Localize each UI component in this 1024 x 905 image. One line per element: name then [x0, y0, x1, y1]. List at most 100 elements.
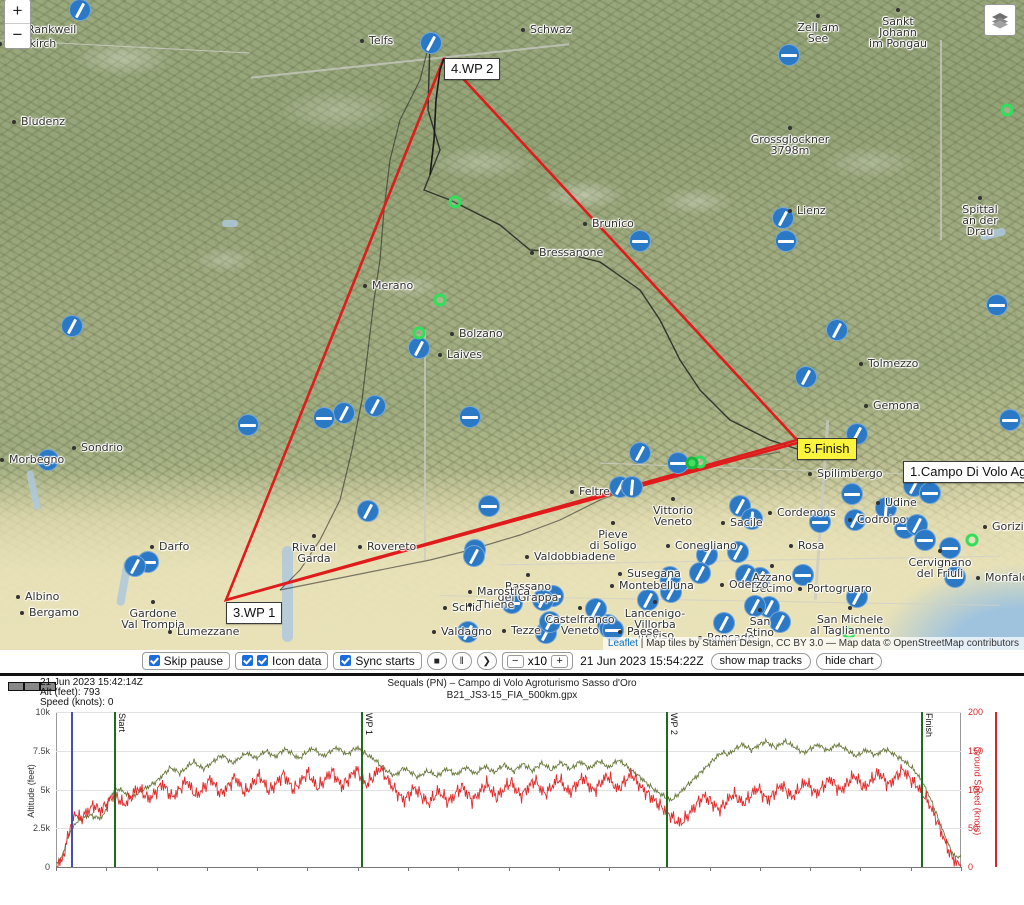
map-panel[interactable]: Rankweil Feldkirch Bludenz Telfs Schwaz Zell …: [0, 0, 1024, 650]
airspace-marker[interactable]: [792, 564, 814, 586]
layers-button[interactable]: [984, 4, 1016, 36]
airspace-marker[interactable]: [602, 619, 624, 641]
icon-data-toggle[interactable]: Icon data: [235, 652, 329, 670]
airspace-marker[interactable]: [744, 595, 766, 617]
airfield-marker[interactable]: [965, 533, 979, 547]
airspace-marker[interactable]: [775, 230, 797, 252]
airfield-marker[interactable]: [412, 326, 426, 340]
airspace-marker[interactable]: [463, 545, 485, 567]
airfield-marker[interactable]: [433, 293, 447, 307]
airspace-marker[interactable]: [501, 592, 523, 614]
airspace-marker[interactable]: [986, 294, 1008, 316]
speed-decrease-button[interactable]: −: [506, 654, 524, 668]
chart-plot-area[interactable]: 0 2.5k 5k 7.5k 10k 0 50 100 150 200 Start WP 1 WP …: [33, 707, 983, 872]
airspace-marker[interactable]: [408, 337, 430, 359]
waypoint-wp2[interactable]: 4.WP 2: [444, 58, 501, 80]
airspace-marker[interactable]: [621, 476, 643, 498]
airspace-marker[interactable]: [689, 562, 711, 584]
airspace-marker[interactable]: [660, 581, 682, 603]
chart-marker-wp-1: WP 1: [360, 712, 374, 867]
airspace-marker[interactable]: [629, 442, 651, 464]
airfield-marker[interactable]: [685, 456, 699, 470]
airfield-marker[interactable]: [1000, 103, 1014, 117]
airspace-marker[interactable]: [667, 452, 689, 474]
airspace-marker[interactable]: [357, 500, 379, 522]
airspace-marker[interactable]: [457, 621, 479, 643]
airspace-marker[interactable]: [826, 319, 848, 341]
city-dot: [358, 545, 362, 549]
airspace-marker[interactable]: [919, 482, 941, 504]
city-label: Lancenigo- Villorba Treviso: [624, 607, 686, 642]
airspace-marker[interactable]: [420, 32, 442, 54]
speed-increase-button[interactable]: +: [551, 654, 569, 668]
city-dot: [859, 362, 863, 366]
stop-button[interactable]: ■: [426, 652, 447, 670]
city-dot: [468, 603, 472, 607]
airspace-marker[interactable]: [696, 544, 718, 566]
city-dot: [578, 606, 582, 610]
airspace-marker[interactable]: [844, 509, 866, 531]
waypoint-finish[interactable]: 5.Finish: [797, 438, 857, 460]
airspace-marker[interactable]: [124, 555, 146, 577]
airspace-marker[interactable]: [333, 402, 355, 424]
airspace-marker[interactable]: [237, 414, 259, 436]
playback-control-bar[interactable]: Skip pause Icon data Sync starts ■ ‖ ❯ −…: [0, 650, 1024, 673]
airspace-marker[interactable]: [795, 366, 817, 388]
airspace-marker[interactable]: [478, 495, 500, 517]
x-tick: [709, 867, 711, 871]
waypoint-start[interactable]: 1.Campo Di Volo Agroturismo Sasso D'Oro: [903, 461, 1024, 483]
airspace-marker[interactable]: [459, 406, 481, 428]
waypoint-wp1[interactable]: 3.WP 1: [226, 602, 283, 624]
city-label: Cervignano del Friuli: [908, 556, 972, 580]
airspace-marker[interactable]: [999, 409, 1021, 431]
airspace-marker[interactable]: [37, 449, 59, 471]
airspace-marker[interactable]: [637, 589, 659, 611]
speed-stepper[interactable]: − x10 +: [501, 652, 574, 670]
show-map-tracks-button[interactable]: show map tracks: [710, 652, 812, 670]
glider-color-swatch: [8, 682, 56, 691]
airspace-marker[interactable]: [735, 564, 757, 586]
play-button[interactable]: ❯: [476, 652, 497, 670]
skip-pause-checkbox[interactable]: [148, 655, 160, 666]
airspace-marker[interactable]: [741, 508, 763, 530]
airspace-marker[interactable]: [778, 44, 800, 66]
airspace-marker[interactable]: [914, 529, 936, 551]
city-dot: [0, 42, 2, 46]
hide-chart-button[interactable]: hide chart: [816, 652, 883, 670]
zoom-out-button[interactable]: −: [5, 24, 30, 48]
zoom-in-button[interactable]: +: [5, 0, 30, 24]
airspace-marker[interactable]: [69, 0, 91, 21]
pause-button[interactable]: ‖: [451, 652, 472, 670]
airspace-marker[interactable]: [629, 230, 651, 252]
airspace-marker[interactable]: [841, 483, 863, 505]
airspace-marker[interactable]: [713, 612, 735, 634]
airspace-marker[interactable]: [769, 611, 791, 633]
airspace-marker[interactable]: [727, 541, 749, 563]
airfield-marker[interactable]: [448, 195, 462, 209]
airspace-marker[interactable]: [875, 497, 897, 519]
airspace-marker[interactable]: [61, 315, 83, 337]
airspace-marker[interactable]: [532, 589, 554, 611]
leaflet-link[interactable]: Leaflet: [607, 638, 638, 649]
airspace-marker[interactable]: [364, 395, 386, 417]
data-checkbox[interactable]: [257, 655, 268, 666]
city-dot: [12, 120, 16, 124]
airspace-marker[interactable]: [809, 511, 831, 533]
sync-starts-checkbox[interactable]: [340, 655, 352, 666]
lake-garda: [282, 546, 293, 642]
zoom-control[interactable]: + −: [4, 0, 31, 49]
city-dot: [521, 28, 525, 32]
playback-timestamp: 21 Jun 2023 15:54:22Z: [580, 654, 704, 668]
airspace-marker[interactable]: [846, 586, 868, 608]
airspace-marker[interactable]: [944, 566, 966, 588]
skip-pause-toggle[interactable]: Skip pause: [141, 652, 230, 670]
airspace-marker[interactable]: [939, 537, 961, 559]
airspace-marker[interactable]: [539, 611, 561, 633]
airspace-marker[interactable]: [585, 598, 607, 620]
x-tick: [659, 867, 661, 871]
airspace-marker[interactable]: [313, 407, 335, 429]
sync-starts-toggle[interactable]: Sync starts: [333, 652, 422, 670]
icon-checkbox[interactable]: [242, 655, 253, 666]
playhead-cursor[interactable]: [71, 712, 74, 867]
